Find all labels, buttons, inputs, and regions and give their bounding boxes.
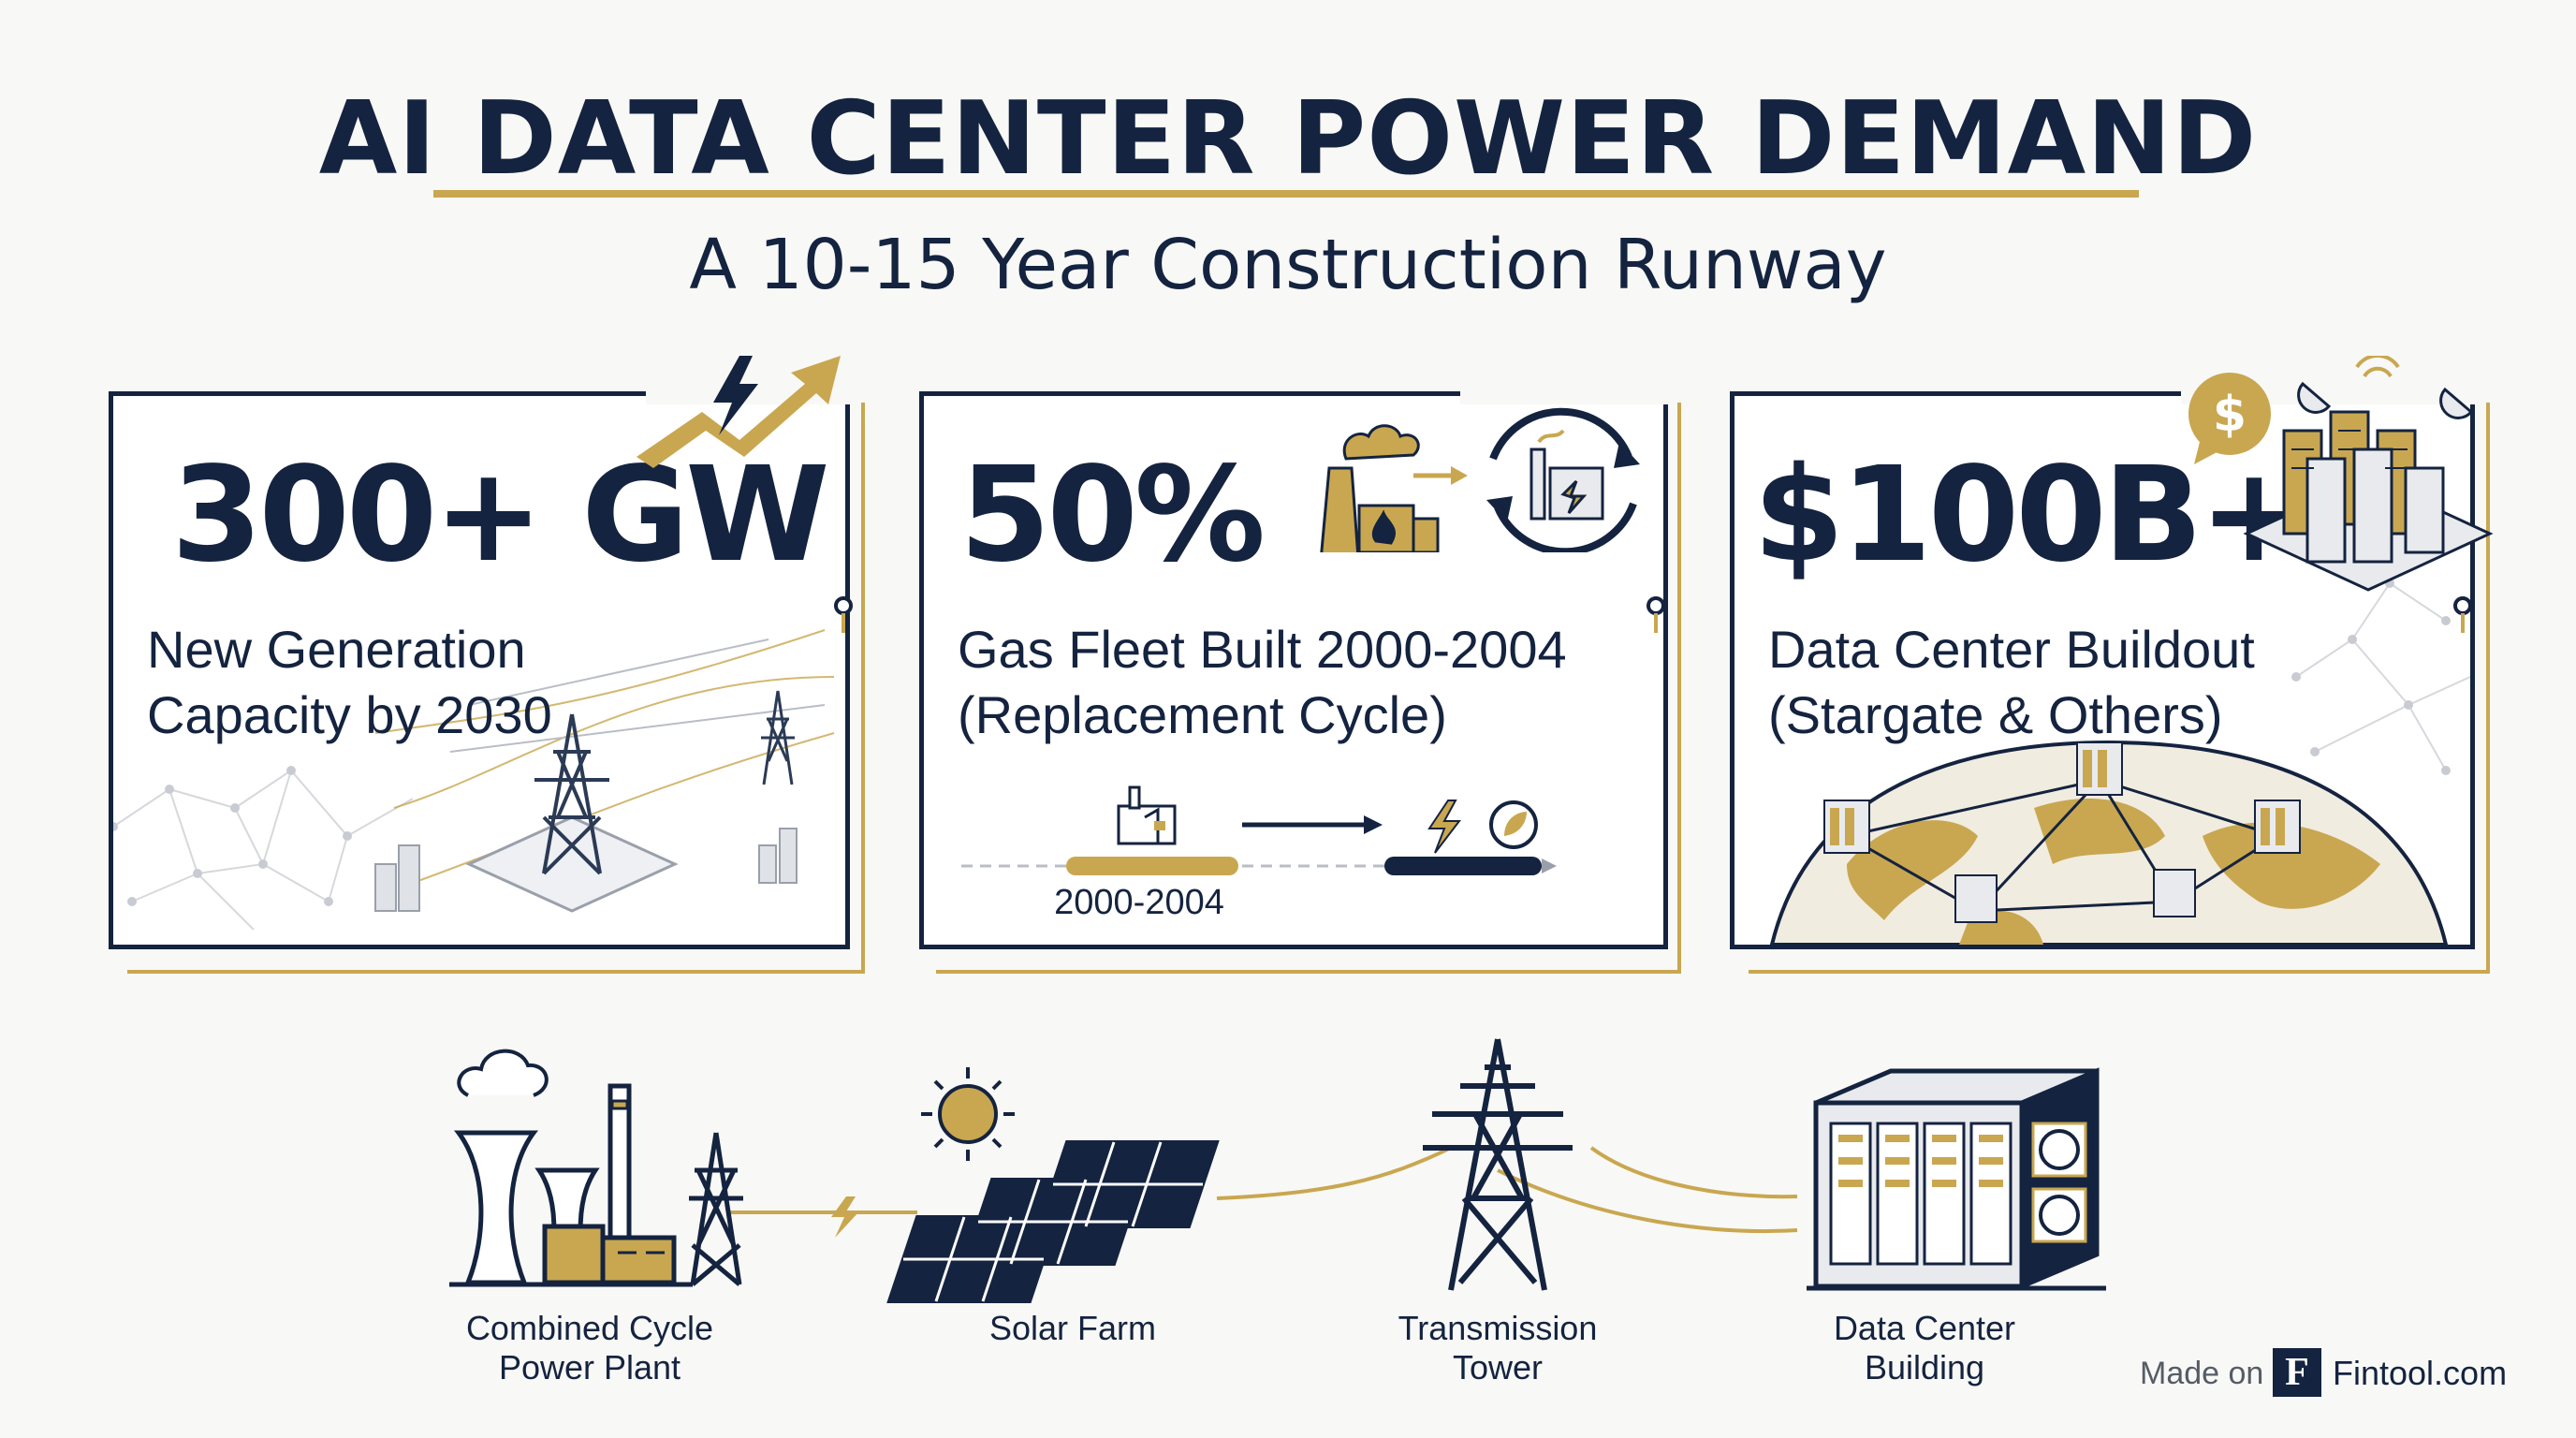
- card-2-description: Gas Fleet Built 2000-2004 (Replacement C…: [958, 617, 1567, 748]
- transmission-tower-icon: [1423, 1038, 1573, 1291]
- label-transmission-line-1: Transmission: [1398, 1309, 1598, 1347]
- label-power-plant-line-1: Combined Cycle: [465, 1309, 714, 1347]
- card-2-connector-dot-icon: [1647, 596, 1665, 633]
- card-3-connector-dot-icon: [2453, 596, 2472, 633]
- solar-panel-icon: [886, 1140, 1220, 1303]
- timeline-illustration: [961, 785, 1557, 875]
- server-cluster-icon: $: [2188, 356, 2494, 592]
- timeline-label: 2000-2004: [1054, 883, 1224, 922]
- label-transmission-tower: Transmission Tower: [1310, 1309, 1685, 1387]
- satellite-dish-icon: [2297, 381, 2332, 414]
- energy-chain-illustration: [449, 1038, 2106, 1303]
- stat-100b: $100B+: [1753, 439, 2309, 592]
- page-title: AI DATA CENTER POWER DEMAND: [318, 81, 2258, 198]
- cooling-fan-icon: [2031, 1122, 2087, 1243]
- label-data-center: Data Center Building: [1737, 1309, 2112, 1387]
- lightning-small-icon: [1427, 800, 1462, 854]
- gas-plant-replacement-icon: [1320, 407, 1640, 552]
- card-1-gold-offset: [127, 403, 865, 974]
- label-transmission-line-2: Tower: [1452, 1348, 1544, 1387]
- stat-300gw-value: 300+ GW: [171, 439, 830, 592]
- card-2-gold-offset: [936, 403, 1681, 974]
- label-power-plant: Combined Cycle Power Plant: [402, 1309, 777, 1387]
- lightning-connector-icon: [831, 1196, 859, 1238]
- small-tower-icon: [689, 1132, 743, 1286]
- label-power-plant-line-2: Power Plant: [498, 1348, 681, 1387]
- power-plant-icon: [449, 1083, 693, 1287]
- card-3-description: Data Center Buildout (Stargate & Others): [1768, 617, 2255, 748]
- card-1-line-1: New Generation: [147, 620, 526, 679]
- label-solar-farm: Solar Farm: [886, 1309, 1260, 1348]
- card-1-line-2: Capacity by 2030: [147, 685, 552, 744]
- factory-small-icon: [1117, 785, 1177, 845]
- fintool-logo-icon[interactable]: F: [2273, 1348, 2321, 1397]
- card-1-description: New Generation Capacity by 2030: [147, 617, 552, 748]
- stat-50-percent: 50%: [959, 439, 1266, 592]
- globe-network-illustration: [1769, 579, 2470, 945]
- card-2-line-1: Gas Fleet Built 2000-2004: [958, 620, 1567, 679]
- growth-arrow-icon: [637, 356, 841, 468]
- recycle-leaf-icon: [1489, 800, 1538, 849]
- stat-300gw: 300+ GW: [171, 439, 830, 592]
- card-3-gold-offset: [1749, 403, 2490, 974]
- label-solar-farm-line-1: Solar Farm: [988, 1309, 1157, 1347]
- sun-icon: [921, 1067, 1015, 1161]
- stat-50-percent-value: 50%: [959, 439, 1266, 592]
- card-2-line-2: (Replacement Cycle): [958, 685, 1447, 744]
- card-3-line-2: (Stargate & Others): [1768, 685, 2223, 744]
- fintool-link[interactable]: Fintool.com: [2333, 1354, 2508, 1392]
- card-generation-capacity: 300+ GW New Generation Capacity by 2030: [109, 391, 850, 949]
- card-3-line-1: Data Center Buildout: [1768, 620, 2255, 679]
- made-on-text: Made on: [2140, 1356, 2264, 1391]
- card-1-connector-dot-icon: [834, 596, 853, 633]
- label-data-center-line-2: Building: [1864, 1348, 1985, 1387]
- card-2-frame-gap: [1460, 384, 1668, 404]
- page-subtitle: A 10-15 Year Construction Runway: [689, 225, 1887, 305]
- title-underline: [433, 190, 2139, 198]
- card-data-center-buildout: $100B+ Data Center Buildout (Stargate & …: [1730, 391, 2475, 949]
- svg-text:$: $: [2213, 387, 2247, 443]
- network-map-illustration: [113, 629, 835, 931]
- label-data-center-line-1: Data Center: [1833, 1309, 2016, 1347]
- stat-100b-value: $100B+: [1753, 439, 2309, 592]
